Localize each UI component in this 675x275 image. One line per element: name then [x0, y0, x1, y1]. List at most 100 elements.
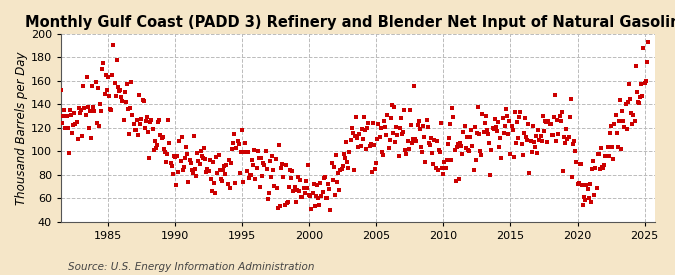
Point [107, 73, 117, 77]
Point [345, 138, 356, 142]
Point [512, 119, 522, 124]
Point [172, 153, 183, 158]
Point [365, 141, 376, 146]
Point [161, 160, 171, 164]
Point [588, 159, 599, 164]
Point [576, 183, 587, 187]
Point [545, 122, 556, 127]
Point [227, 147, 238, 152]
Point [535, 133, 546, 138]
Point [549, 93, 560, 98]
Point [465, 135, 476, 139]
Point [201, 170, 212, 175]
Point [370, 166, 381, 171]
Point [534, 138, 545, 143]
Point [178, 165, 189, 170]
Point [78, 84, 88, 89]
Point [278, 175, 289, 179]
Point [390, 140, 401, 144]
Point [580, 197, 591, 202]
Point [263, 197, 273, 202]
Point [410, 136, 421, 141]
Point [599, 163, 610, 167]
Point [493, 119, 504, 124]
Point [222, 182, 233, 186]
Point [476, 153, 487, 157]
Point [466, 128, 477, 132]
Point [382, 112, 393, 117]
Point [485, 173, 495, 177]
Point [283, 199, 294, 204]
Point [553, 132, 564, 136]
Point [65, 113, 76, 117]
Point [317, 190, 328, 194]
Point [342, 160, 352, 164]
Point [379, 119, 389, 123]
Point [364, 144, 375, 148]
Point [115, 88, 126, 92]
Point [113, 89, 124, 93]
Point [630, 64, 641, 68]
Point [80, 113, 91, 117]
Point [560, 141, 570, 145]
Point [442, 142, 453, 146]
Point [524, 171, 535, 175]
Point [288, 189, 299, 193]
Point [95, 102, 105, 106]
Point [335, 167, 346, 172]
Point [452, 144, 462, 149]
Point [193, 159, 204, 163]
Point [165, 161, 176, 165]
Point [622, 100, 633, 104]
Point [251, 165, 262, 170]
Point [385, 116, 396, 120]
Point [484, 141, 495, 145]
Point [109, 81, 120, 85]
Point [371, 161, 381, 165]
Point [354, 132, 365, 136]
Point [479, 120, 490, 125]
Point [268, 167, 279, 172]
Point [202, 166, 213, 171]
Point [569, 139, 580, 143]
Point [643, 40, 653, 45]
Point [261, 167, 272, 171]
Point [334, 188, 345, 192]
Point [140, 126, 151, 131]
Point [520, 116, 531, 120]
Point [176, 135, 187, 139]
Point [58, 113, 69, 118]
Point [495, 136, 506, 140]
Point [627, 122, 638, 127]
Point [331, 180, 342, 184]
Point [428, 162, 439, 166]
Point [605, 130, 616, 135]
Point [224, 186, 235, 190]
Point [572, 182, 583, 186]
Point [423, 125, 433, 129]
Point [162, 152, 173, 156]
Point [394, 154, 404, 159]
Point [408, 137, 418, 141]
Point [529, 139, 539, 144]
Point [81, 75, 92, 79]
Point [494, 145, 505, 149]
Point [372, 137, 383, 141]
Point [309, 204, 320, 208]
Point [232, 139, 243, 143]
Point [406, 141, 417, 145]
Point [571, 160, 582, 165]
Point [227, 141, 238, 145]
Point [561, 127, 572, 131]
Point [582, 187, 593, 192]
Point [315, 180, 326, 185]
Point [163, 118, 173, 123]
Point [631, 90, 642, 94]
Y-axis label: Thousand Barrels per Day: Thousand Barrels per Day [15, 51, 28, 205]
Point [540, 119, 551, 124]
Point [61, 114, 72, 118]
Point [153, 120, 163, 125]
Point [377, 150, 387, 154]
Point [389, 105, 400, 109]
Point [101, 87, 112, 92]
